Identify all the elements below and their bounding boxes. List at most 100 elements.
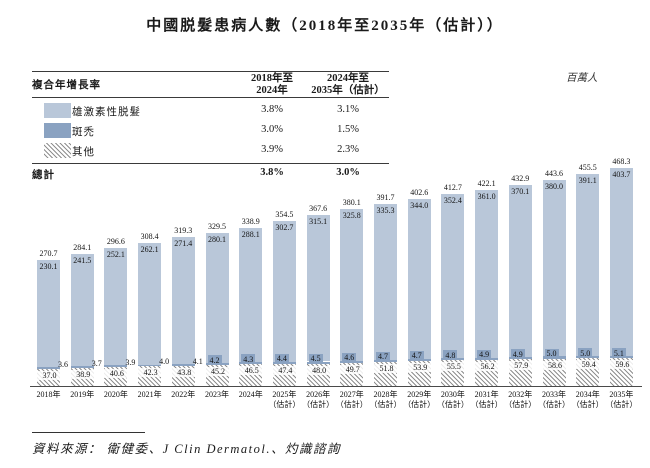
bar-others-label: 47.4 xyxy=(268,365,302,375)
col-header-line: 2024年至 xyxy=(327,73,369,84)
cagr-value-2024-2035: 2.3% xyxy=(337,144,359,155)
bar-segment-androgenetic xyxy=(171,237,195,364)
bar-areata-label: 4.0 xyxy=(159,357,170,367)
cagr-col-header-2018-2024: 2018年至 2024年 xyxy=(222,73,322,97)
bar-areata-label: 4.4 xyxy=(274,353,289,364)
bar-total-label: 308.4 xyxy=(140,231,159,241)
bar-segment-androgenetic xyxy=(508,184,532,357)
bar-androgenetic-label: 262.1 xyxy=(140,244,159,254)
cagr-value-2018-2024: 3.8% xyxy=(261,104,283,115)
bar-total-label: 296.6 xyxy=(106,237,125,246)
bar-areata-label: 5.0 xyxy=(578,348,593,359)
x-axis-label: 2023年 xyxy=(205,390,229,399)
x-axis-label: 2031年 （估計） xyxy=(470,390,503,409)
bar-others-label: 53.9 xyxy=(403,362,437,372)
bar-segment-androgenetic xyxy=(306,214,330,362)
bar-segment-alopecia-areata xyxy=(70,366,94,368)
cagr-table: 複合年增長率 2018年至 2024年 2024年至 2035年（估計） 雄激素… xyxy=(32,71,389,183)
bar-areata-label: 4.9 xyxy=(510,349,525,360)
bar-areata-label: 4.8 xyxy=(443,350,458,361)
bar-androgenetic-label: 288.1 xyxy=(241,230,260,240)
bar-areata-label: 5.0 xyxy=(544,348,559,359)
bar-others-label: 49.7 xyxy=(336,364,370,374)
bar-others-label: 56.2 xyxy=(471,361,505,371)
bar-others-label: 38.9 xyxy=(66,369,100,379)
bar-areata-label: 4.5 xyxy=(308,353,323,364)
bar-others-label: 59.6 xyxy=(605,360,639,370)
bar-androgenetic-label: 271.4 xyxy=(174,239,193,249)
page-title: 中國脱髮患病人數（2018年至2035年（估計）） xyxy=(146,18,504,34)
col-header-line: 2024年 xyxy=(256,85,288,96)
bar-androgenetic-label: 280.1 xyxy=(208,234,226,244)
x-axis-label: 2030年 （估計） xyxy=(436,390,469,409)
bar-areata-label: 3.6 xyxy=(58,359,68,369)
bar-androgenetic-label: 315.1 xyxy=(309,216,328,226)
bar-segment-androgenetic xyxy=(104,248,128,366)
bar-total-label: 338.9 xyxy=(241,217,260,227)
cagr-value-2024-2035: 3.1% xyxy=(337,104,359,115)
source-note: 資料來源： 衛健委、J Clin Dermatol.、灼識諮詢 xyxy=(32,442,341,456)
cagr-value-2018-2024: 3.0% xyxy=(261,124,283,135)
bar-total-label: 422.1 xyxy=(477,178,496,188)
bar-areata-label: 4.6 xyxy=(342,352,357,363)
cagr-value-2018-2024: 3.9% xyxy=(261,144,283,155)
footer-rule xyxy=(32,432,145,433)
table-rule-bottom xyxy=(32,163,389,164)
bar-segment-alopecia-areata xyxy=(37,367,60,369)
bar-segment-androgenetic xyxy=(340,209,364,361)
bar-total-label: 367.6 xyxy=(309,203,328,213)
x-axis-label: 2021年 xyxy=(137,390,162,399)
bar-segment-androgenetic xyxy=(441,193,465,358)
bar-total-label: 412.7 xyxy=(443,182,462,192)
x-axis-label: 2029年 （估計） xyxy=(403,390,436,409)
cagr-value-2024-2035: 1.5% xyxy=(337,124,359,135)
x-axis-label: 2024年 xyxy=(238,390,263,399)
cagr-row: 雄激素性脱髮 3.8% 3.1% xyxy=(32,101,389,121)
bar-others-label: 48.0 xyxy=(302,365,336,375)
bar-androgenetic-label: 352.4 xyxy=(443,195,462,205)
cagr-col-header-2024-2035: 2024年至 2035年（估計） xyxy=(298,73,398,97)
x-axis-label: 2032年 （估計） xyxy=(504,390,537,409)
bar-androgenetic-label: 380.0 xyxy=(545,181,563,191)
bar-segment-androgenetic xyxy=(272,221,296,362)
bar-areata-label: 4.7 xyxy=(409,350,424,361)
bar-total-label: 284.1 xyxy=(73,242,92,252)
bar-areata-label: 3.9 xyxy=(125,358,136,368)
bar-others-label: 37.0 xyxy=(33,370,66,380)
cagr-row: 斑禿 3.0% 1.5% xyxy=(32,121,389,141)
total-cagr-2018-2024: 3.8% xyxy=(260,167,284,178)
x-axis-label: 2034年 （估計） xyxy=(571,390,604,409)
bar-segment-androgenetic xyxy=(37,260,60,368)
legend-label: 雄激素性脱髮 xyxy=(72,107,141,118)
x-axis-line xyxy=(30,386,642,387)
bar-others-label: 42.3 xyxy=(134,368,168,378)
bar-androgenetic-label: 302.7 xyxy=(275,223,294,232)
bar-others-label: 45.2 xyxy=(201,367,235,376)
bar-others-label: 58.6 xyxy=(538,360,572,370)
bar-total-label: 380.1 xyxy=(342,198,361,208)
x-axis-label: 2022年 xyxy=(171,390,196,399)
bar-segment-androgenetic xyxy=(542,179,566,357)
bar-segment-androgenetic xyxy=(138,242,162,365)
bar-total-label: 455.5 xyxy=(578,163,597,172)
light-blue-swatch-icon xyxy=(44,103,71,118)
bar-areata-label: 5.1 xyxy=(611,348,626,359)
dark-blue-swatch-icon xyxy=(44,123,71,138)
total-row-label: 總計 xyxy=(32,170,55,181)
bar-androgenetic-label: 252.1 xyxy=(106,250,125,259)
x-axis-label: 2033年 （估計） xyxy=(538,390,570,409)
x-axis-label: 2018年 xyxy=(36,390,61,399)
legend-label: 斑禿 xyxy=(72,127,95,138)
bar-segment-androgenetic xyxy=(576,174,600,356)
bar-others-label: 40.6 xyxy=(100,369,134,379)
bar-areata-label: 4.1 xyxy=(192,356,203,366)
table-rule-top xyxy=(32,71,389,72)
x-axis-label: 2027年 （估計） xyxy=(335,390,368,409)
bar-others-label: 57.9 xyxy=(504,361,538,371)
bar-others-label: 51.8 xyxy=(370,363,403,373)
bar-areata-label: 3.7 xyxy=(91,358,102,368)
bar-others-label: 46.5 xyxy=(235,366,269,376)
bar-total-label: 329.5 xyxy=(208,221,226,231)
